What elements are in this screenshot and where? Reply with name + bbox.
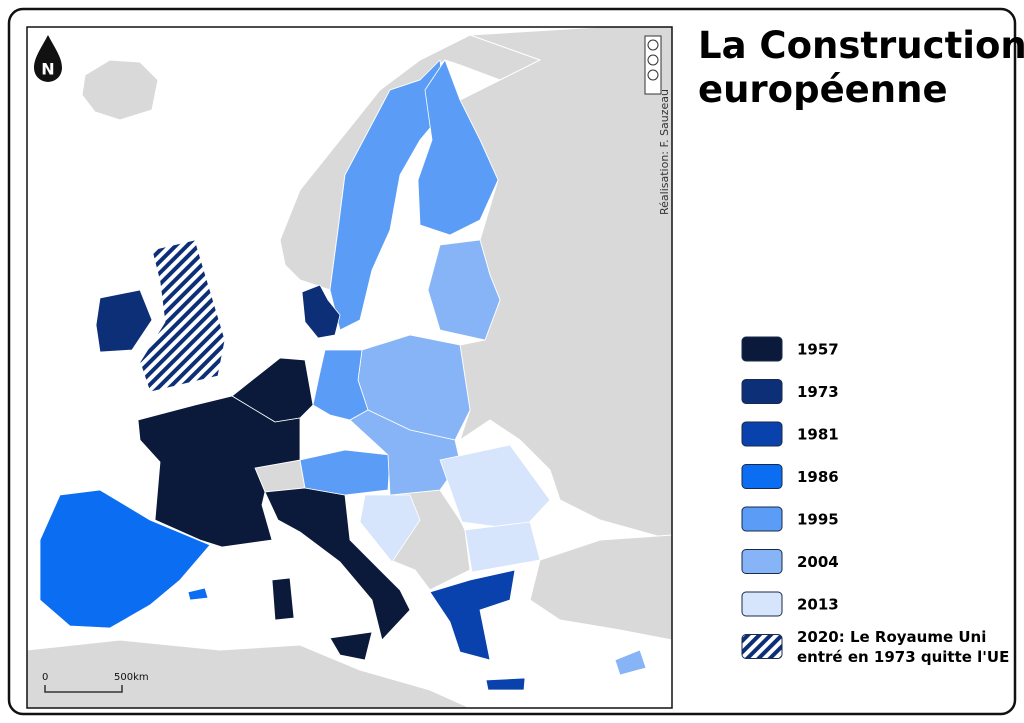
sweden	[329, 59, 446, 331]
legend-label: 2004	[797, 553, 839, 571]
license-icon	[647, 54, 659, 66]
romania	[439, 444, 551, 531]
credit: Réalisation: F. Sauzeau	[658, 89, 671, 215]
legend-label: 2013	[797, 596, 839, 614]
crete	[485, 677, 526, 691]
denmark	[301, 284, 341, 339]
license-icon	[647, 69, 659, 81]
legend-swatch	[741, 336, 783, 362]
france	[137, 395, 301, 548]
map-frame	[26, 26, 673, 709]
legend-swatch	[741, 506, 783, 532]
scale-start: 0	[42, 672, 48, 683]
scale-end: 500km	[114, 672, 149, 683]
scale-bar	[44, 685, 123, 693]
legend-label: 1995	[797, 511, 839, 529]
ireland	[95, 289, 153, 353]
legend: 1957 1973 1981 1986 1995 2004 2013 2020: Le Roy…	[741, 336, 1009, 666]
croatia	[359, 494, 421, 563]
legend-swatch	[741, 421, 783, 447]
legend-label: 2020: Le Royaume Uni	[797, 628, 986, 646]
legend-swatch	[741, 634, 783, 659]
bulgaria	[464, 521, 541, 573]
sicily	[329, 631, 373, 661]
legend-swatch	[741, 464, 783, 489]
iberia	[39, 489, 211, 629]
balearic	[187, 587, 209, 601]
baltic-states	[427, 239, 501, 341]
map-area	[27, 27, 672, 708]
finland	[417, 59, 499, 236]
united-kingdom	[139, 239, 226, 393]
austria	[299, 449, 391, 496]
title: La Construction européenne	[698, 24, 1024, 111]
legend-label: entré en 1973 quitte l'UE	[797, 648, 1009, 666]
north-africa	[27, 639, 471, 708]
turkey	[529, 534, 672, 641]
legend-label: 1986	[797, 468, 839, 486]
iceland	[81, 59, 159, 121]
legend-label: 1957	[797, 341, 839, 359]
north-label: N	[41, 60, 54, 79]
license-icon	[647, 39, 659, 51]
north-arrow	[34, 35, 62, 82]
legend-swatch	[741, 549, 783, 574]
legend-swatch	[741, 591, 783, 617]
legend-label: 1973	[797, 383, 839, 401]
legend-swatch	[741, 379, 783, 404]
legend-label: 1981	[797, 426, 839, 444]
cyprus	[614, 649, 647, 676]
greece	[429, 569, 516, 661]
sardinia	[271, 577, 295, 621]
